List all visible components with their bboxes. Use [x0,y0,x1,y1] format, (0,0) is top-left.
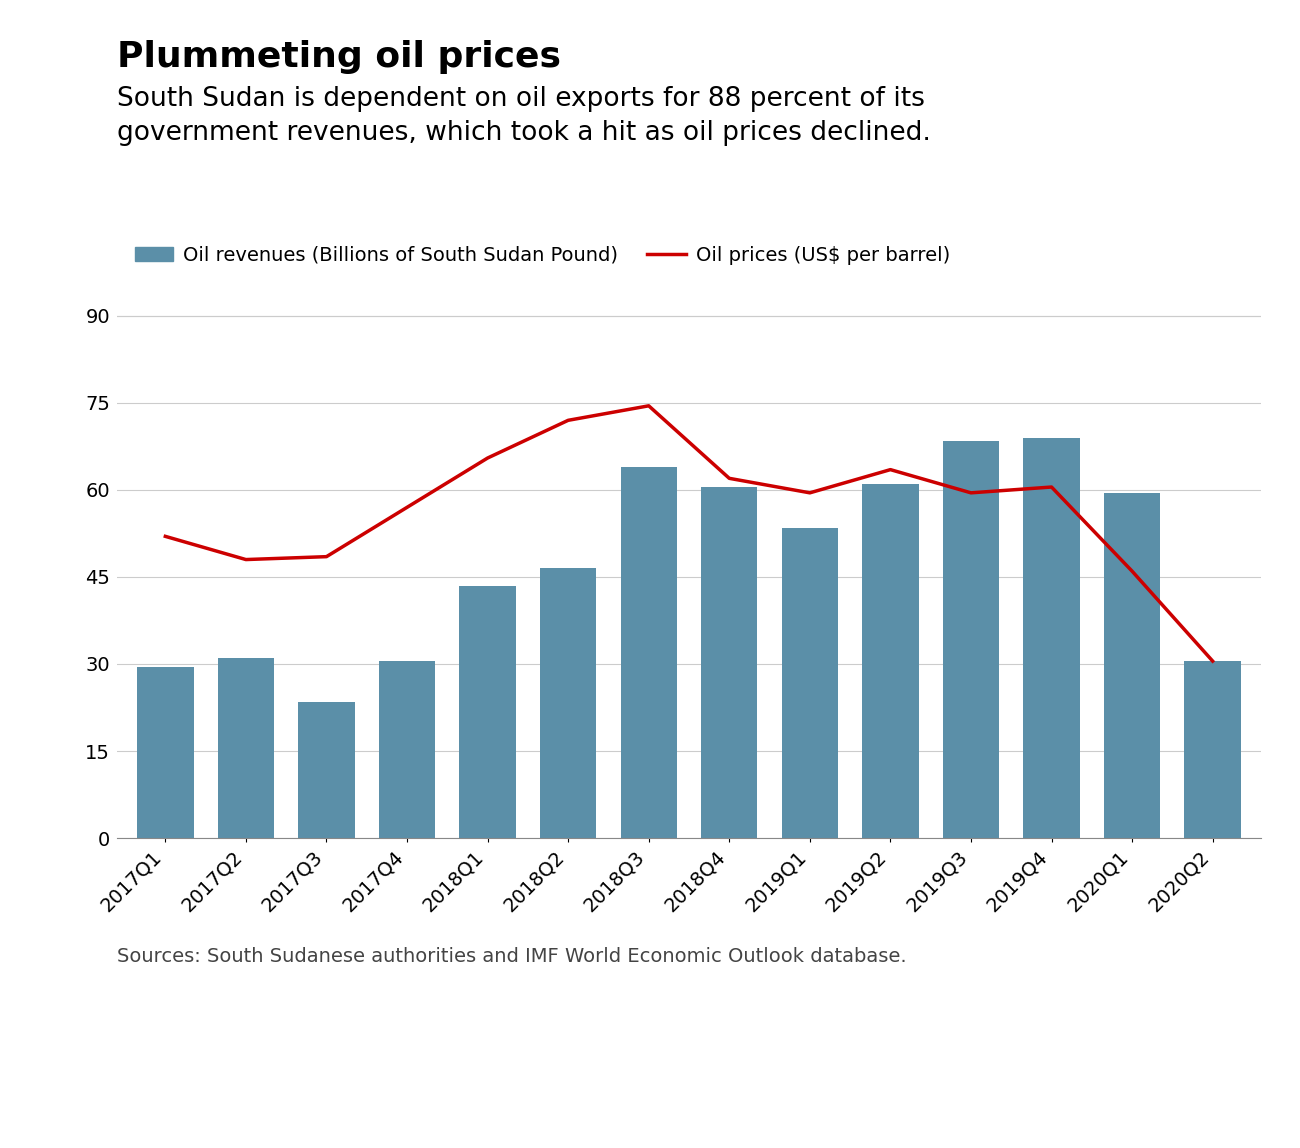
Bar [1104,492,1161,838]
Text: INTERNATIONAL MONETARY FUND: INTERNATIONAL MONETARY FUND [412,1079,888,1102]
Bar [378,661,436,838]
Text: Sources: South Sudanese authorities and IMF World Economic Outlook database.: Sources: South Sudanese authorities and … [117,947,906,967]
Text: Plummeting oil prices: Plummeting oil prices [117,40,562,75]
Bar [781,528,838,838]
Bar [862,484,919,838]
Legend: Oil revenues (Billions of South Sudan Pound), Oil prices (US$ per barrel): Oil revenues (Billions of South Sudan Po… [126,238,958,272]
Bar [459,585,516,838]
Bar [1184,661,1241,838]
Bar [942,441,1000,838]
Bar [298,701,355,838]
Bar [540,568,597,838]
Bar [136,667,194,838]
Bar [701,487,758,838]
Bar [1023,437,1080,838]
Text: South Sudan is dependent on oil exports for 88 percent of its
government revenue: South Sudan is dependent on oil exports … [117,86,931,146]
Bar [217,658,274,838]
Bar [620,467,677,838]
